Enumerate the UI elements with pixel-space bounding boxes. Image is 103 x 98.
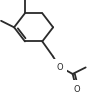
Text: O: O (74, 85, 80, 94)
Text: O: O (56, 63, 63, 72)
